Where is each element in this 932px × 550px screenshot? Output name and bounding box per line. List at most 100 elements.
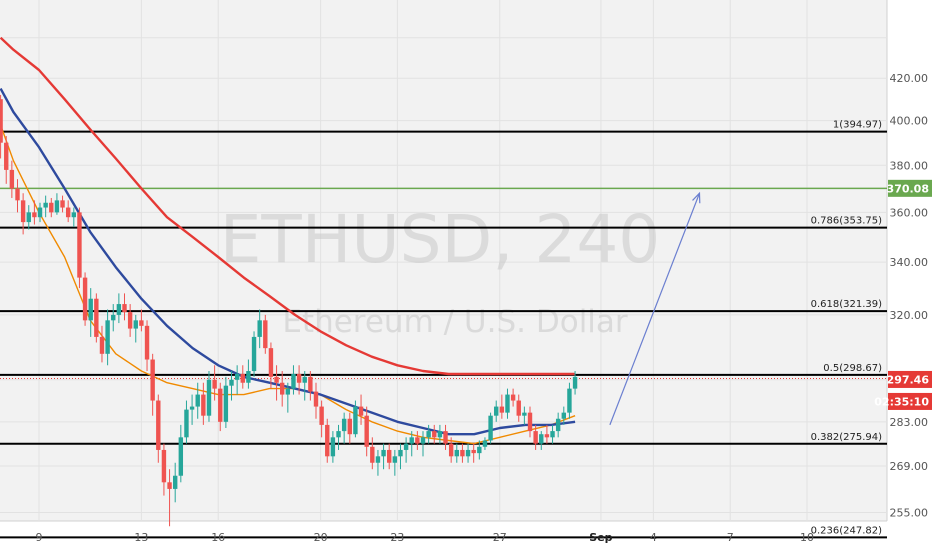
watermark-separator: ,	[492, 201, 534, 278]
candle-27	[150, 353, 155, 416]
candle-body-91	[510, 394, 516, 401]
candle-body-4	[20, 200, 26, 223]
candle-body-77	[432, 431, 437, 438]
last-price-badge-bg	[888, 370, 932, 388]
candle-body-20	[111, 314, 116, 321]
price-axis[interactable]	[887, 0, 932, 550]
candle-65	[364, 406, 369, 457]
candle-56	[313, 382, 319, 419]
candle-14	[77, 207, 82, 289]
candle-body-102	[572, 376, 578, 389]
candle-51	[285, 382, 291, 413]
candle-body-48	[268, 348, 274, 377]
candle-body-19	[105, 320, 110, 354]
candle-20	[111, 304, 116, 332]
candle-body-33	[184, 409, 189, 438]
candle-30	[167, 469, 172, 527]
candle-body-29	[161, 449, 167, 483]
candle-9	[49, 197, 54, 218]
candles	[0, 94, 578, 527]
candle-body-51	[285, 388, 291, 395]
candle-body-42	[234, 373, 240, 380]
candle-body-18	[99, 336, 105, 354]
candle-33	[184, 400, 189, 444]
candle-102	[572, 371, 578, 395]
candle-body-14	[77, 212, 82, 278]
candle-body-7	[37, 207, 43, 218]
candle-body-43	[240, 373, 245, 383]
candle-body-67	[375, 456, 381, 463]
candle-67	[375, 449, 381, 476]
candle-body-11	[60, 200, 65, 208]
candle-38	[212, 365, 217, 401]
candle-body-25	[139, 320, 144, 326]
candle-body-69	[387, 449, 392, 463]
x-tick-labels: 9 13 16 20 23 27 Sep 4 7 10	[36, 531, 815, 544]
candle-body-96	[539, 434, 544, 444]
candle-98	[550, 424, 555, 444]
candle-24	[133, 314, 138, 343]
candle-body-95	[533, 431, 538, 444]
candle-body-3	[15, 188, 20, 201]
candle-6	[32, 200, 37, 225]
candle-61	[341, 412, 347, 444]
candle-21	[116, 293, 122, 324]
candle-body-22	[122, 304, 127, 313]
projection-arrow[interactable]	[609, 191, 701, 426]
candle-body-71	[398, 449, 403, 457]
candle-body-13	[71, 212, 77, 218]
watermark-symbol: ETHUSD, 240	[220, 201, 661, 278]
candle-95	[533, 424, 538, 450]
y-tick-9: 380.00	[890, 159, 929, 172]
candle-body-75	[420, 437, 426, 444]
candle-74	[415, 431, 420, 450]
candle-body-93	[522, 412, 527, 416]
candle-66	[370, 437, 375, 470]
x-tick-9: 10	[800, 531, 814, 544]
candle-body-53	[296, 373, 302, 383]
candle-8	[43, 195, 48, 218]
candle-body-58	[325, 424, 330, 457]
candle-body-1	[4, 142, 9, 170]
candle-69	[387, 443, 392, 470]
candle-82	[460, 443, 465, 463]
candle-body-34	[189, 406, 195, 410]
candle-body-35	[195, 394, 200, 407]
time-axis[interactable]	[0, 521, 887, 550]
candle-57	[319, 400, 324, 438]
candle-26	[144, 320, 150, 372]
candle-body-17	[94, 298, 99, 337]
candle-91	[510, 388, 516, 407]
candle-body-39	[218, 388, 223, 422]
candle-body-31	[172, 475, 178, 489]
candle-body-81	[454, 449, 459, 457]
candle-body-74	[415, 437, 420, 444]
candle-60	[336, 424, 341, 450]
candle-body-0	[0, 99, 3, 143]
candle-body-8	[43, 202, 48, 208]
candle-body-59	[330, 437, 336, 457]
candle-41	[229, 371, 234, 401]
watermark-description: Ethereum / U.S. Dollar	[282, 304, 628, 340]
y-tick-2: 269.00	[890, 460, 929, 473]
candle-78	[437, 424, 443, 444]
candle-55	[308, 371, 313, 401]
candle-body-62	[347, 418, 352, 435]
candle-18	[99, 325, 105, 363]
watermark-symbol-text: ETHUSD	[220, 201, 493, 278]
arrow-shaft	[609, 193, 701, 426]
fib-label-3: 0.5(298.67)	[823, 363, 882, 374]
countdown-badge-text: 02:35:10	[874, 395, 929, 408]
candle-31	[172, 462, 178, 503]
fib-label-1: 0.786(353.75)	[811, 216, 883, 227]
candle-body-64	[358, 406, 364, 416]
candle-body-56	[313, 391, 319, 407]
candle-83	[465, 443, 471, 463]
candle-10	[54, 193, 60, 215]
candle-body-88	[494, 406, 499, 416]
candle-89	[499, 394, 505, 419]
candle-body-27	[150, 359, 155, 401]
candle-body-99	[555, 418, 561, 432]
candle-body-38	[212, 379, 217, 389]
